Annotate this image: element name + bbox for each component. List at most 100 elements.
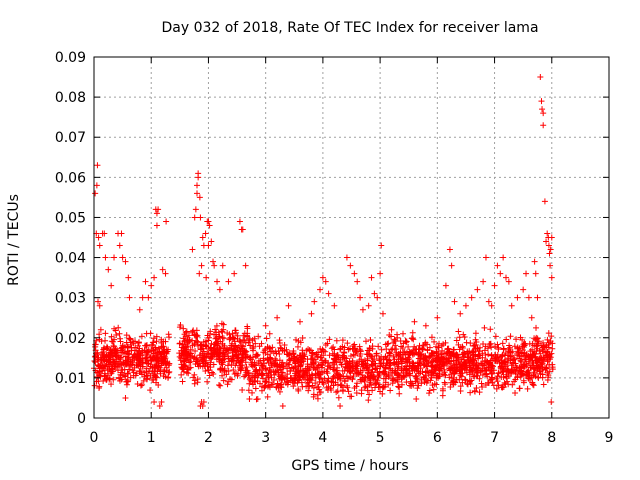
data-point [427, 377, 434, 384]
data-point [441, 379, 448, 386]
data-point [263, 372, 270, 379]
data-point-outlier [122, 258, 129, 265]
data-point [544, 357, 551, 364]
data-point [321, 368, 328, 375]
data-point [516, 345, 523, 352]
data-point [297, 362, 304, 369]
data-point [495, 382, 502, 389]
chart-title: Day 032 of 2018, Rate Of TEC Index for r… [161, 20, 538, 36]
data-point-outlier [199, 402, 206, 409]
data-point [459, 379, 466, 386]
data-point-outlier [102, 254, 109, 261]
data-point-outlier [377, 270, 384, 277]
data-point [166, 368, 173, 375]
data-point [520, 379, 527, 386]
data-point [542, 344, 549, 351]
data-point [405, 343, 412, 350]
data-point [545, 374, 552, 381]
data-point [198, 341, 205, 348]
data-point [324, 340, 331, 347]
data-point-outlier [225, 278, 232, 285]
data-point-outlier [139, 294, 146, 301]
data-point [224, 330, 231, 337]
data-point [457, 388, 464, 395]
data-point-outlier [163, 218, 170, 225]
data-point [230, 366, 237, 373]
data-point [480, 340, 487, 347]
data-point-outlier [547, 262, 554, 269]
data-point [155, 363, 162, 370]
data-point [320, 352, 327, 359]
data-point [240, 332, 247, 339]
data-point [422, 339, 429, 346]
data-point [261, 383, 268, 390]
data-point [344, 375, 351, 382]
data-point-outlier [118, 230, 125, 237]
data-point [507, 349, 514, 356]
data-point [353, 383, 360, 390]
data-point-outlier [285, 302, 292, 309]
data-point [202, 342, 209, 349]
data-point [121, 366, 128, 373]
data-point [207, 364, 214, 371]
data-point-outlier [151, 398, 158, 405]
data-point [322, 348, 329, 355]
y-tick-label: 0.06 [55, 170, 86, 186]
data-point [278, 369, 285, 376]
data-point-outlier [546, 250, 553, 257]
data-point-outlier [523, 270, 530, 277]
data-point [121, 372, 128, 379]
data-point [179, 378, 186, 385]
data-point [493, 385, 500, 392]
data-point-outlier [156, 402, 163, 409]
data-point [98, 364, 105, 371]
data-point-outlier [357, 294, 364, 301]
data-point [143, 365, 150, 372]
data-point [297, 356, 304, 363]
data-point [366, 381, 373, 388]
data-point [540, 381, 547, 388]
data-point [357, 347, 364, 354]
data-point-outlier [236, 218, 243, 225]
data-point [246, 396, 253, 403]
data-point [409, 359, 416, 366]
data-point [279, 347, 286, 354]
data-point [262, 382, 269, 389]
data-point [488, 352, 495, 359]
data-point [215, 351, 222, 358]
data-point-outlier [446, 246, 453, 253]
data-point [190, 327, 197, 334]
data-point [304, 356, 311, 363]
data-point [429, 382, 436, 389]
data-point [251, 362, 258, 369]
data-point-outlier [108, 282, 115, 289]
grid-lines [94, 57, 609, 418]
data-point [354, 380, 361, 387]
data-point-outlier [308, 310, 315, 317]
data-point [143, 376, 150, 383]
data-point [301, 353, 308, 360]
data-point [488, 366, 495, 373]
data-point [119, 344, 126, 351]
data-point [514, 350, 521, 357]
data-point [158, 362, 165, 369]
data-point [499, 340, 506, 347]
data-point [117, 335, 124, 342]
data-point [294, 343, 301, 350]
data-point [255, 358, 262, 365]
y-axis-title: ROTI / TECUs [6, 194, 22, 286]
data-point-outlier [434, 314, 441, 321]
data-point [251, 361, 258, 368]
data-point-outlier [337, 402, 344, 409]
data-point-outlier [194, 190, 200, 197]
data-point [542, 366, 549, 373]
data-point [495, 370, 502, 377]
data-point [202, 362, 209, 369]
data-point [383, 373, 390, 380]
data-point [450, 374, 457, 381]
data-point [314, 371, 321, 378]
data-point [316, 374, 323, 381]
data-point-outlier [485, 298, 492, 305]
data-point [424, 367, 431, 374]
data-point [420, 362, 427, 369]
